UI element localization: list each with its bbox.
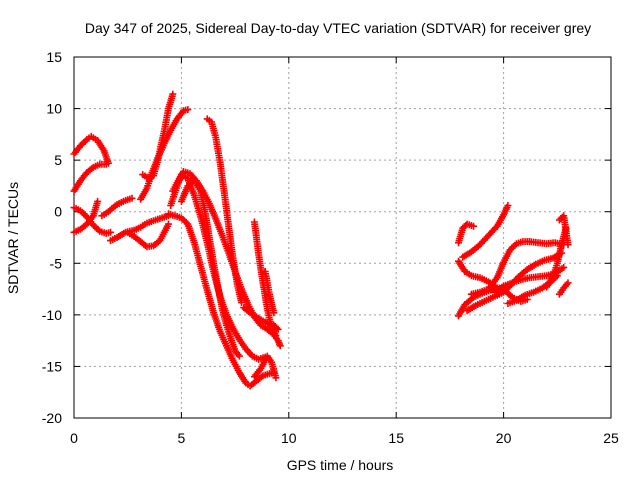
x-axis-label: GPS time / hours bbox=[287, 457, 394, 473]
chart-title: Day 347 of 2025, Sidereal Day-to-day VTE… bbox=[85, 20, 591, 36]
data-point bbox=[276, 342, 284, 350]
x-tick-label: 5 bbox=[178, 430, 186, 446]
y-tick-label: 5 bbox=[54, 152, 62, 168]
data-point bbox=[564, 241, 572, 249]
y-axis-label: SDTVAR / TECUs bbox=[5, 182, 21, 294]
data-point bbox=[169, 90, 177, 98]
data-point bbox=[564, 279, 572, 287]
y-tick-label: -20 bbox=[42, 410, 62, 426]
data-point bbox=[184, 106, 192, 114]
y-tick-label: 10 bbox=[46, 101, 62, 117]
data-point bbox=[107, 228, 114, 236]
data-point bbox=[272, 374, 280, 382]
data-point bbox=[504, 202, 512, 209]
grid-lines bbox=[74, 57, 611, 418]
data-point bbox=[94, 197, 102, 205]
data-points bbox=[70, 90, 572, 390]
axis-ticks: 0 5 10 15 20 25 -20 -15 -10 -5 0 5 10 15 bbox=[42, 49, 619, 446]
y-tick-label: -10 bbox=[42, 307, 62, 323]
plot-frame bbox=[73, 56, 612, 419]
data-point bbox=[238, 299, 245, 306]
data-point bbox=[272, 332, 280, 339]
data-point bbox=[128, 194, 136, 202]
x-tick-label: 10 bbox=[281, 430, 297, 446]
data-point bbox=[560, 263, 568, 271]
data-point bbox=[102, 160, 110, 168]
y-tick-label: 0 bbox=[54, 204, 62, 220]
y-tick-label: 15 bbox=[46, 49, 62, 65]
data-point bbox=[235, 352, 243, 360]
data-point bbox=[470, 222, 477, 230]
data-point bbox=[274, 325, 282, 333]
y-tick-label: -5 bbox=[50, 255, 63, 271]
x-tick-label: 20 bbox=[496, 430, 512, 446]
data-point bbox=[270, 309, 278, 317]
x-tick-label: 25 bbox=[603, 430, 619, 446]
x-tick-label: 15 bbox=[388, 430, 404, 446]
data-point bbox=[165, 220, 172, 228]
x-tick-label: 0 bbox=[70, 430, 78, 446]
y-tick-label: -15 bbox=[42, 358, 62, 374]
